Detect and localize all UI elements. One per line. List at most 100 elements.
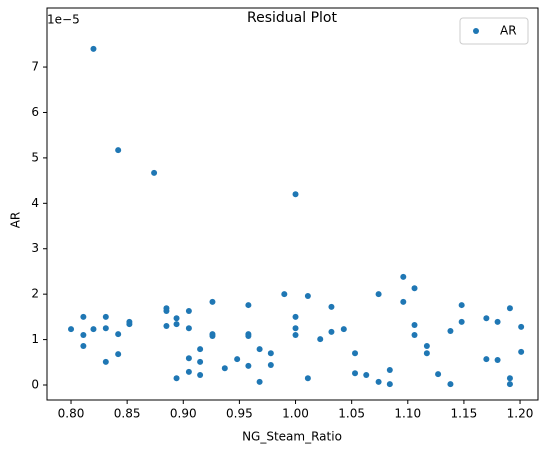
y-tick-label: 6 [31,105,39,119]
point [304,292,311,299]
x-tick-label: 1.00 [282,407,309,421]
chart-title: Residual Plot [247,10,337,26]
point [352,350,359,357]
point [506,381,513,388]
y-offset-label: 1e−5 [47,13,80,27]
point [447,381,454,388]
point [90,45,97,52]
point [363,372,370,379]
x-tick-label: 1.05 [338,407,365,421]
point [173,315,180,322]
point [518,348,525,355]
point [292,313,299,320]
point [411,332,418,339]
point [185,325,192,332]
point [386,381,393,388]
point [292,332,299,339]
point [245,362,252,369]
point [411,285,418,292]
point [292,191,299,198]
y-tick-label: 2 [31,287,39,301]
point [234,356,241,363]
point [458,318,465,325]
point [115,147,122,154]
point [209,298,216,305]
point [483,315,490,322]
point [256,346,263,353]
x-tick-label: 0.90 [170,407,197,421]
point [90,326,97,333]
point [435,371,442,378]
point [375,291,382,298]
y-tick-label: 0 [31,378,39,392]
point [518,323,525,330]
point [423,342,430,349]
point [197,358,204,365]
point [115,351,122,358]
point [173,321,180,328]
point [245,302,252,309]
point [256,378,263,385]
legend-marker [473,28,479,34]
legend-label: AR [500,24,517,38]
x-tick-label: 0.95 [226,407,253,421]
point [400,298,407,305]
point [483,356,490,363]
point [317,336,324,343]
point [328,303,335,310]
point [375,378,382,385]
point [80,342,87,349]
point [340,326,347,333]
point [163,307,170,314]
point [185,355,192,362]
y-tick-label: 4 [31,196,39,210]
point [173,375,180,382]
x-axis-label: NG_Steam_Ratio [242,430,342,444]
plot-frame [46,7,539,401]
point [304,375,311,382]
point [115,331,122,338]
point [386,367,393,374]
point [458,302,465,309]
point [102,325,109,332]
y-tick-label: 1 [31,332,39,346]
point [102,313,109,320]
point [494,357,501,364]
x-tick-label: 1.20 [507,407,534,421]
point [400,273,407,280]
point [126,321,133,328]
x-tick-label: 0.80 [58,407,85,421]
y-tick-label: 7 [31,60,39,74]
point [221,365,228,372]
point [197,372,204,379]
point [102,358,109,365]
point [506,375,513,382]
point [80,332,87,339]
point [267,362,274,369]
point [352,370,359,377]
point [80,313,87,320]
point [494,318,501,325]
y-axis-label: AR [9,212,23,229]
legend-box [459,17,529,45]
point [68,326,75,333]
point [209,332,216,339]
point [197,346,204,353]
point [185,307,192,314]
x-tick-label: 1.15 [451,407,478,421]
x-tick-label: 1.10 [394,407,421,421]
y-tick-label: 3 [31,241,39,255]
point [423,350,430,357]
point [447,327,454,334]
point [245,332,252,339]
point [506,305,513,312]
point [411,322,418,329]
point [267,350,274,357]
point [163,322,170,329]
point [281,291,288,298]
point [292,325,299,332]
point [185,368,192,375]
y-tick-label: 5 [31,150,39,164]
point [328,328,335,335]
